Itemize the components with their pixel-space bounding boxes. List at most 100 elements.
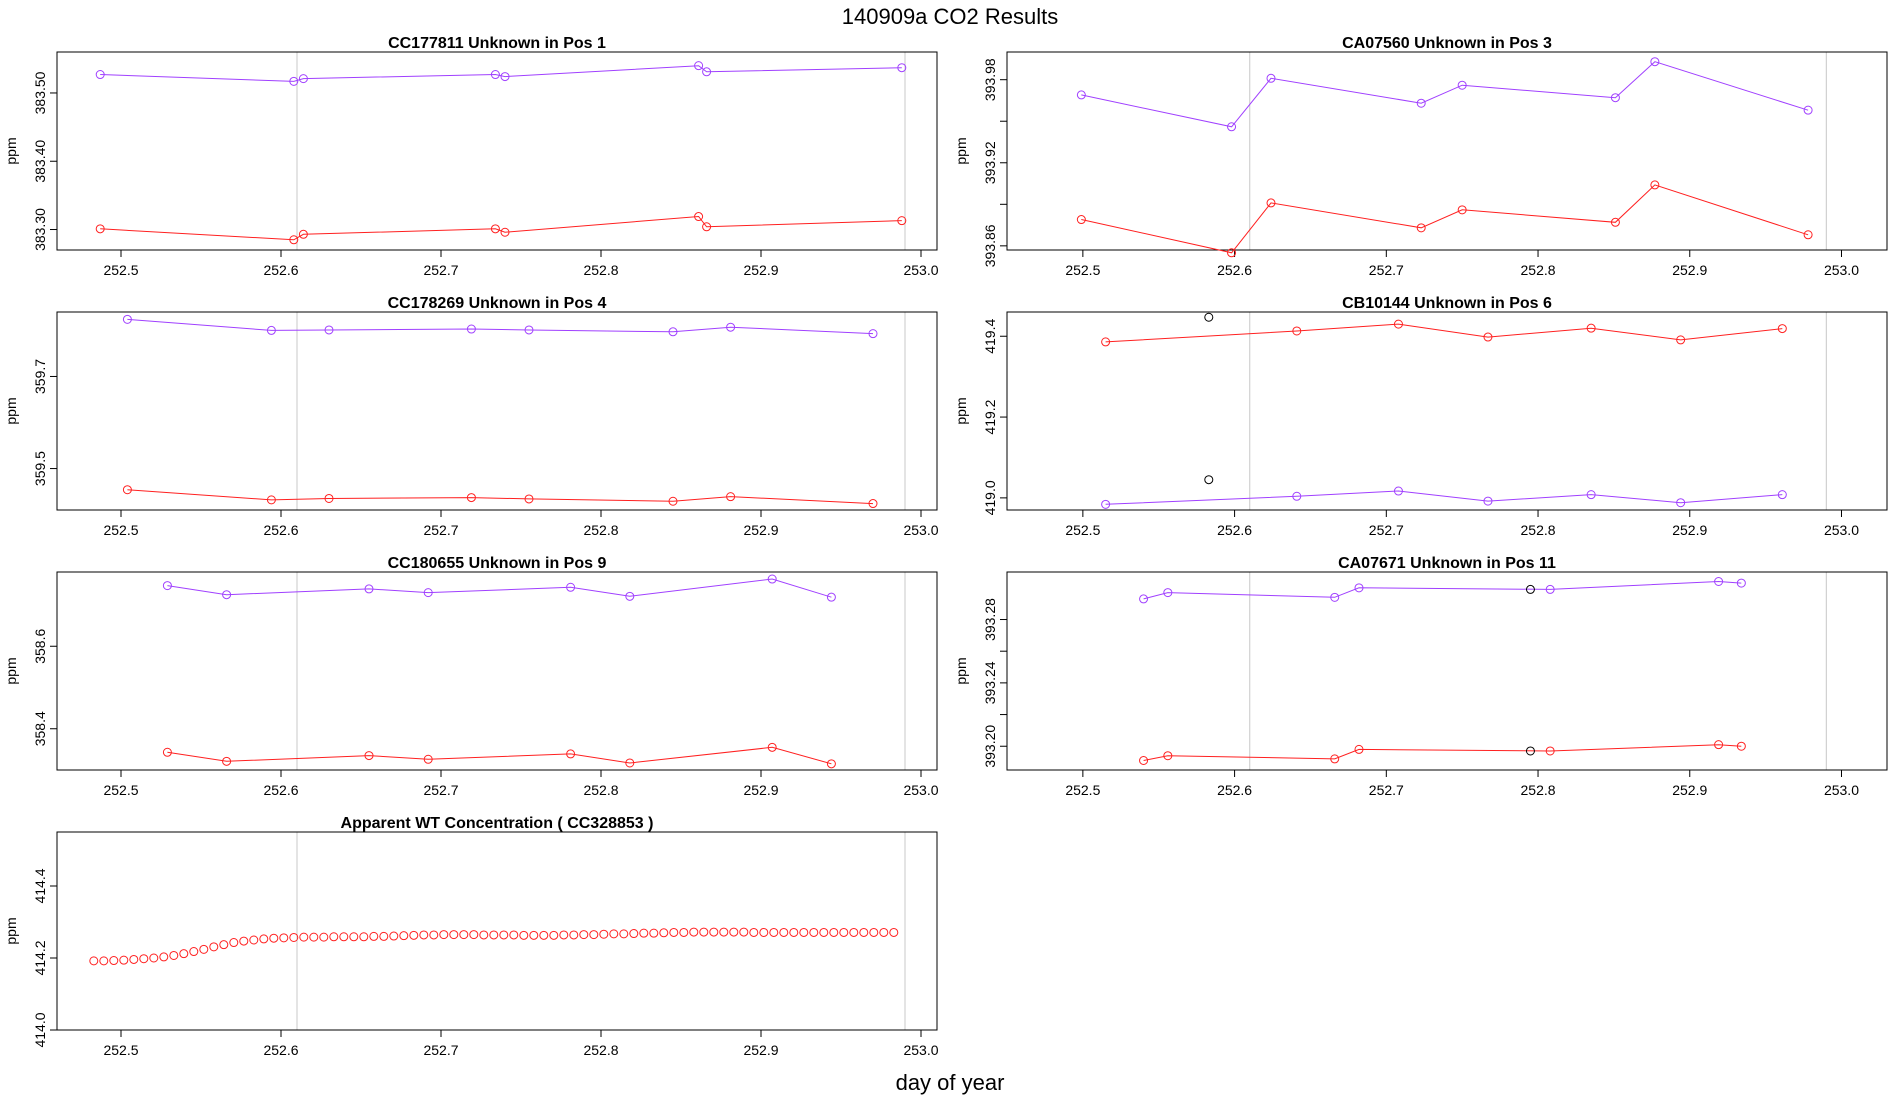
data-point: [759, 927, 769, 937]
y-tick-label: 358.4: [32, 711, 48, 746]
data-point: [209, 942, 219, 952]
x-tick-label: 252.6: [263, 1042, 298, 1058]
data-point: [799, 927, 809, 937]
data-point: [702, 67, 712, 77]
data-point: [749, 927, 759, 937]
y-tick-label: 419.4: [982, 319, 998, 354]
data-point: [829, 927, 839, 937]
x-tick-label: 252.8: [583, 782, 618, 798]
data-point: [500, 227, 510, 237]
data-point: [490, 70, 500, 80]
outlier-point: [1525, 746, 1535, 756]
data-point: [419, 930, 429, 940]
data-point: [109, 956, 119, 966]
data-point: [1714, 577, 1724, 587]
data-point: [549, 930, 559, 940]
y-tick-label: 419.2: [982, 399, 998, 434]
x-tick-label: 252.6: [1217, 262, 1252, 278]
data-point: [524, 325, 534, 335]
chart-panel-pos3: CA07560 Unknown in Pos 3 ppm 393.86 393.92 3…: [950, 32, 1900, 282]
chart-pos4: CC178269 Unknown in Pos 4 ppm 359.5 359.7 25…: [3, 295, 939, 538]
data-point: [669, 927, 679, 937]
x-tick-label: 252.8: [583, 262, 618, 278]
data-point: [1610, 93, 1620, 103]
data-point: [466, 493, 476, 503]
y-tick-label: 358.6: [32, 629, 48, 664]
data-point: [619, 929, 629, 939]
y-tick-label: 419.0: [982, 480, 998, 515]
data-point: [329, 932, 339, 942]
plot-frame: [56, 571, 938, 771]
data-point: [625, 591, 635, 601]
data-point: [222, 756, 232, 766]
plot-frame: [56, 311, 938, 511]
data-point: [364, 584, 374, 594]
y-axis-label: ppm: [3, 917, 19, 944]
series-line: [167, 578, 832, 598]
data-point: [609, 929, 619, 939]
x-tick-label: 252.8: [1521, 262, 1556, 278]
data-point: [162, 581, 172, 591]
chart-panel-pos4: CC178269 Unknown in Pos 4 ppm 359.5 359.7 25…: [0, 292, 950, 542]
data-point: [266, 495, 276, 505]
data-point: [509, 930, 519, 940]
data-point: [694, 212, 704, 222]
data-point: [1416, 98, 1426, 108]
x-tick-label: 252.5: [103, 1042, 138, 1058]
data-point: [389, 931, 399, 941]
x-tick-label: 252.5: [1065, 782, 1100, 798]
data-point: [566, 582, 576, 592]
data-point: [199, 944, 209, 954]
data-point: [897, 216, 907, 226]
chart-pos3: CA07560 Unknown in Pos 3 ppm 393.86 393.92 3…: [953, 35, 1888, 278]
data-point: [668, 327, 678, 337]
y-tick-label: 383.50: [32, 71, 48, 114]
data-point: [826, 592, 836, 602]
plot-frame: [56, 831, 938, 1031]
data-point: [1586, 490, 1596, 500]
x-tick-label: 252.6: [263, 262, 298, 278]
y-tick-label: 393.92: [982, 141, 998, 184]
data-point: [868, 499, 878, 509]
data-point: [449, 930, 459, 940]
x-tick-label: 252.8: [583, 522, 618, 538]
data-point: [1457, 80, 1467, 90]
data-point: [229, 938, 239, 948]
data-point: [849, 927, 859, 937]
data-point: [364, 751, 374, 761]
data-point: [169, 950, 179, 960]
outlier-point: [1204, 312, 1214, 322]
data-point: [1803, 230, 1813, 240]
y-tick-label: 393.98: [982, 58, 998, 101]
data-point: [429, 930, 439, 940]
data-point: [500, 72, 510, 82]
plot-frame: [1006, 571, 1888, 771]
x-tick-label: 252.6: [1217, 522, 1252, 538]
series-line: [1105, 323, 1783, 343]
data-point: [1393, 319, 1403, 329]
data-point: [889, 927, 899, 937]
data-point: [423, 588, 433, 598]
data-point: [499, 930, 509, 940]
data-point: [162, 747, 172, 757]
chart-panel-pos11: CA07671 Unknown in Pos 11 ppm 393.20 393.24…: [950, 552, 1900, 802]
data-point: [1227, 122, 1237, 132]
data-point: [1076, 90, 1086, 100]
data-point: [1676, 498, 1686, 508]
data-point: [489, 930, 499, 940]
y-axis-label: ppm: [3, 397, 19, 424]
data-point: [809, 927, 819, 937]
data-point: [1650, 57, 1660, 67]
plot-frame: [1006, 51, 1888, 251]
x-tick-label: 252.5: [103, 262, 138, 278]
data-point: [359, 932, 369, 942]
data-point: [524, 494, 534, 504]
data-point: [1354, 583, 1364, 593]
x-tick-label: 252.9: [743, 522, 778, 538]
series-line: [100, 65, 902, 82]
data-point: [1777, 490, 1787, 500]
data-point: [1266, 198, 1276, 208]
data-point: [1163, 751, 1173, 761]
data-point: [249, 935, 259, 945]
data-point: [1714, 740, 1724, 750]
